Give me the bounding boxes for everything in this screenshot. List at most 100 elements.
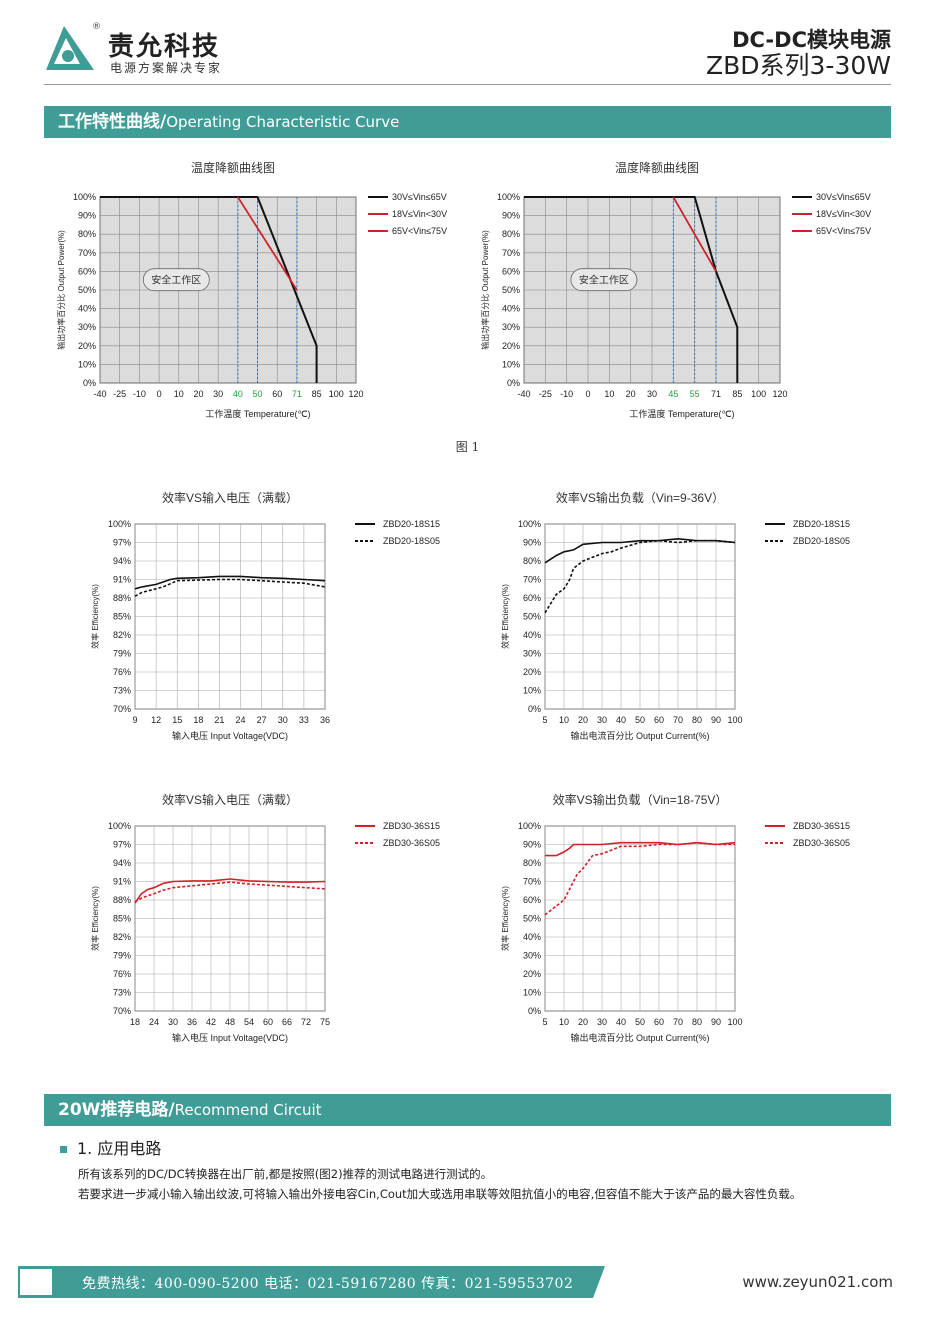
legend-label: 65V<Vin≤75V	[392, 226, 447, 236]
x-tick-label: -25	[539, 389, 552, 399]
x-tick-label: 18	[193, 715, 203, 725]
section-title-en: Operating Characteristic Curve	[166, 113, 400, 131]
y-tick-label: 100%	[497, 192, 520, 202]
x-tick-label: 60	[654, 715, 664, 725]
x-tick-label: 5	[542, 1017, 547, 1027]
efficiency-vs-vin-chart-20w: 效率VS输入电压（满载） 9 12 15 18 21 24 27 30 33 36 70% 73% 76%…	[90, 490, 440, 741]
series-line	[134, 878, 326, 904]
y-tick-label: 70%	[523, 575, 541, 585]
y-tick-label: 20%	[523, 969, 541, 979]
y-tick-label: 90%	[523, 538, 541, 548]
company-logo	[46, 26, 94, 70]
series-line	[544, 537, 736, 564]
x-tick-label: 30	[597, 715, 607, 725]
series-line	[134, 575, 326, 590]
x-axis-label: 工作温度 Temperature(℃)	[629, 408, 734, 419]
y-tick-label: 100%	[518, 821, 541, 831]
legend-label: ZBD30-36S15	[793, 821, 850, 831]
x-tick-label: 30	[213, 389, 223, 399]
legend-label: ZBD30-36S15	[383, 821, 440, 831]
x-tick-label: 30	[597, 1017, 607, 1027]
x-tick-label: 60	[654, 1017, 664, 1027]
y-tick-label: 79%	[113, 649, 131, 659]
footer-contact: 免费热线：400-090-5200 电话：021-59167280 传真：021…	[82, 1276, 574, 1292]
safe-area-badge	[570, 268, 638, 292]
y-tick-label: 70%	[113, 1006, 131, 1016]
y-axis-label: 效率 Efficiency(%)	[90, 886, 100, 951]
x-tick-label: 24	[149, 1017, 159, 1027]
chart-title: 效率VS输出负载（Vin=18-75V）	[553, 792, 728, 807]
y-tick-label: 76%	[113, 667, 131, 677]
y-tick-label: 10%	[78, 359, 96, 369]
x-axis-label: 输入电压 Input Voltage(VDC)	[172, 1032, 288, 1043]
y-axis-label: 效率 Efficiency(%)	[90, 584, 100, 649]
legend-label: 65V<Vin≤75V	[816, 226, 871, 236]
y-tick-label: 79%	[113, 951, 131, 961]
x-tick-label: 72	[301, 1017, 311, 1027]
y-axis-label: 输出功率百分比 Output Power(%)	[56, 230, 66, 350]
y-tick-label: 90%	[523, 840, 541, 850]
legend-label: 18V≤Vin<30V	[392, 209, 447, 219]
x-tick-label: 80	[692, 1017, 702, 1027]
x-tick-label: 100	[727, 715, 742, 725]
y-tick-label: 73%	[113, 686, 131, 696]
y-tick-label: 80%	[502, 229, 520, 239]
header-divider	[44, 84, 891, 85]
legend-label: ZBD20-18S15	[383, 519, 440, 529]
x-tick-label: 20	[578, 715, 588, 725]
y-axis-label: 效率 Efficiency(%)	[500, 886, 510, 951]
y-tick-label: 100%	[108, 519, 131, 529]
document-title: DC-DC模块电源	[732, 28, 891, 52]
x-tick-label: 71	[292, 389, 302, 399]
y-tick-label: 40%	[502, 304, 520, 314]
y-tick-label: 50%	[78, 285, 96, 295]
y-tick-label: 82%	[113, 630, 131, 640]
efficiency-vs-load-chart-30w: 效率VS输出负载（Vin=18-75V） 5 10 20 30 40 50 60 70 80 90 1…	[500, 792, 850, 1043]
series-line	[544, 539, 736, 614]
chart-title: 温度降额曲线图	[615, 160, 699, 175]
footer-banner	[18, 1266, 605, 1298]
figure-caption: 图 1	[455, 440, 480, 454]
registered-mark: ®	[92, 22, 101, 32]
x-axis-label: 输入电压 Input Voltage(VDC)	[172, 730, 288, 741]
y-tick-label: 30%	[523, 649, 541, 659]
x-tick-label: 20	[578, 1017, 588, 1027]
derating-chart-1: 温度降额曲线图 -40 -25 -10 0 10 20 30 40 50 60 71 85 100 120 0…	[56, 160, 447, 419]
y-tick-label: 70%	[78, 248, 96, 258]
y-tick-label: 50%	[523, 914, 541, 924]
x-tick-label: 20	[626, 389, 636, 399]
x-tick-label: 50	[635, 1017, 645, 1027]
x-tick-label: 85	[312, 389, 322, 399]
y-tick-label: 0%	[83, 378, 96, 388]
x-tick-label: 80	[692, 715, 702, 725]
y-tick-label: 88%	[113, 593, 131, 603]
x-tick-label: 21	[214, 715, 224, 725]
y-tick-label: 50%	[502, 285, 520, 295]
y-tick-label: 40%	[523, 932, 541, 942]
x-tick-label: 36	[320, 715, 330, 725]
y-tick-label: 90%	[502, 211, 520, 221]
y-tick-label: 10%	[502, 359, 520, 369]
safe-area-badge	[142, 268, 210, 292]
series-line	[237, 196, 298, 291]
y-tick-label: 90%	[78, 211, 96, 221]
x-tick-label: 120	[348, 389, 363, 399]
footer-website-link[interactable]: www.zeyun021.com	[742, 1273, 893, 1291]
chart-title: 效率VS输出负载（Vin=9-36V）	[556, 490, 724, 505]
section-title-en: Recommend Circuit	[174, 1101, 322, 1119]
x-tick-label: 42	[206, 1017, 216, 1027]
document-series: ZBD系列3-30W	[706, 51, 891, 80]
y-tick-label: 82%	[113, 932, 131, 942]
application-heading: 1. 应用电路	[60, 1135, 161, 1159]
y-tick-label: 10%	[523, 988, 541, 998]
x-tick-label: 75	[320, 1017, 330, 1027]
x-tick-label: -40	[93, 389, 106, 399]
y-tick-label: 30%	[523, 951, 541, 961]
y-tick-label: 80%	[78, 229, 96, 239]
y-axis-label: 效率 Efficiency(%)	[500, 584, 510, 649]
efficiency-vs-vin-chart-30w: 效率VS输入电压（满载） 18 24 30 36 42 48 54 60 66 72 75 70% 73%…	[90, 792, 440, 1043]
y-tick-label: 100%	[518, 519, 541, 529]
legend-label: 18V≤Vin<30V	[816, 209, 871, 219]
x-tick-label: 20	[193, 389, 203, 399]
section-title-cn: 工作特性曲线/	[58, 112, 167, 132]
